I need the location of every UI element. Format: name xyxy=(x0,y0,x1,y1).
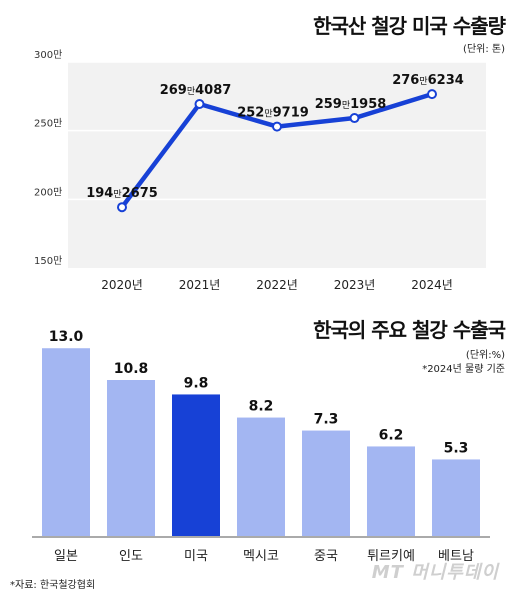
plot-background xyxy=(68,62,486,268)
bar-value-label: 5.3 xyxy=(444,440,469,456)
bar xyxy=(172,394,220,536)
line-chart-svg: 300만 250만 200만 150만 2020년 2021년 2022년 2023년 2024… xyxy=(34,49,486,292)
x-tick-label: 중국 xyxy=(314,549,338,564)
x-tick-label: 미국 xyxy=(184,549,208,564)
data-point xyxy=(117,202,127,213)
bar xyxy=(107,380,155,536)
x-tick-label: 멕시코 xyxy=(243,549,279,564)
bar xyxy=(432,459,480,536)
x-tick-label: 2022년 xyxy=(256,278,298,292)
x-tick-label: 2020년 xyxy=(101,278,143,292)
bar-value-label: 13.0 xyxy=(49,329,84,345)
bar xyxy=(42,348,90,536)
y-tick-label: 250만 xyxy=(34,118,62,130)
source-note: *자료: 한국철강협회 xyxy=(10,580,96,591)
x-tick-label: 2024년 xyxy=(411,278,453,292)
export-share-chart-panel: 한국의 주요 철강 수출국 (단위:%) *2024년 물량 기준 13.0 일본… xyxy=(0,300,519,596)
data-point xyxy=(194,99,205,110)
x-tick-label: 일본 xyxy=(54,549,78,564)
bar-chart-note: *2024년 물량 기준 xyxy=(422,364,505,375)
bar-value-label: 6.2 xyxy=(379,427,404,443)
x-tick-label: 인도 xyxy=(119,549,143,564)
bar xyxy=(367,446,415,536)
y-tick-label: 300만 xyxy=(34,49,62,61)
x-tick-label: 2021년 xyxy=(179,278,221,292)
bar xyxy=(237,417,285,536)
bar-value-label: 8.2 xyxy=(249,399,274,415)
bar xyxy=(302,430,350,536)
bar-chart-svg: 13.0 일본 10.8 인도 9.8 미국 8.2 멕시코 7.3 중국 6.2 튀르키예 5.3 베트… xyxy=(32,329,490,564)
data-label: 269만4087 xyxy=(160,83,232,98)
bar-value-label: 7.3 xyxy=(314,412,339,428)
y-tick-label: 200만 xyxy=(34,186,62,198)
data-point xyxy=(272,121,282,132)
y-tick-label: 150만 xyxy=(34,255,62,267)
x-tick-label: 2023년 xyxy=(334,278,376,292)
data-point xyxy=(349,113,360,124)
data-label: 276만6234 xyxy=(392,73,464,88)
line-chart-unit: (단위: 톤) xyxy=(463,44,505,55)
data-label: 259만1958 xyxy=(315,97,387,112)
x-tick-label: 베트남 xyxy=(438,549,474,564)
watermark-logo: MT 머니투데이 xyxy=(371,562,499,583)
bar-value-label: 9.8 xyxy=(184,375,209,391)
bar-value-label: 10.8 xyxy=(114,361,149,377)
data-point xyxy=(427,89,437,100)
bar-chart-unit: (단위:%) xyxy=(465,350,505,361)
export-volume-chart-panel: 한국산 철강 미국 수출량 (단위: 톤) 300만 250만 200만 150만 20… xyxy=(34,14,506,292)
data-label: 194만2675 xyxy=(86,186,158,201)
x-tick-label: 튀르키예 xyxy=(367,549,415,564)
line-chart-title: 한국산 철강 미국 수출량 xyxy=(313,14,506,38)
bar-chart-title: 한국의 주요 철강 수출국 xyxy=(313,318,506,342)
data-label: 252만9719 xyxy=(237,106,309,121)
